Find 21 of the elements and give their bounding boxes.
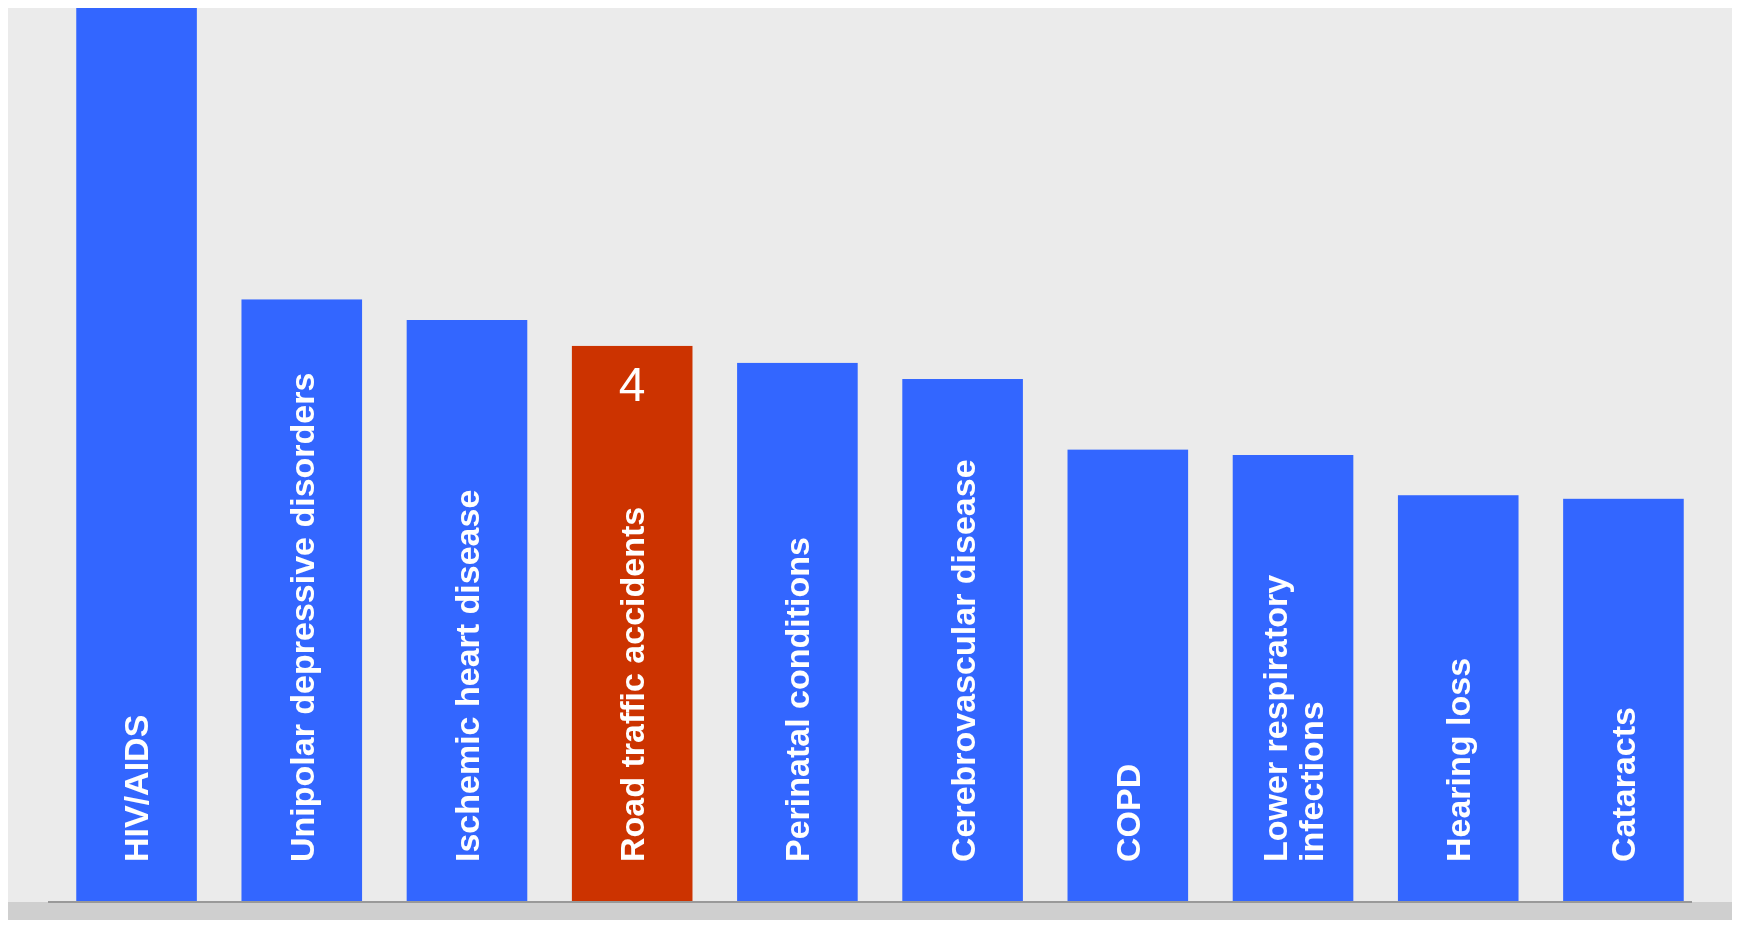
annotation: 4 bbox=[618, 357, 646, 411]
bar bbox=[406, 320, 528, 902]
bar bbox=[76, 8, 197, 902]
x-tick-label: Hearing loss bbox=[1439, 657, 1478, 862]
bar bbox=[1067, 449, 1189, 902]
x-tick-label: Cataracts bbox=[1604, 707, 1643, 862]
x-tick-label: COPD bbox=[1108, 763, 1147, 862]
bar bbox=[737, 362, 858, 902]
bar bbox=[1232, 455, 1354, 902]
bar bbox=[571, 345, 693, 902]
x-tick-label: Road traffic accidents bbox=[613, 506, 652, 862]
x-tick-label: HIV/AIDS bbox=[117, 714, 156, 862]
bar bbox=[902, 379, 1023, 902]
bar bbox=[241, 299, 363, 902]
x-tick-label: Cerebrovascular disease bbox=[943, 459, 982, 862]
bar bbox=[1397, 495, 1519, 902]
x-tick-label: Ischemic heart disease bbox=[447, 489, 486, 862]
x-tick-label: Unipolar depressive disorders bbox=[282, 372, 321, 862]
x-tick-label: Lower respiratory infections bbox=[1256, 574, 1330, 862]
x-tick-label: Perinatal conditions bbox=[778, 537, 817, 862]
bar bbox=[1563, 498, 1684, 902]
